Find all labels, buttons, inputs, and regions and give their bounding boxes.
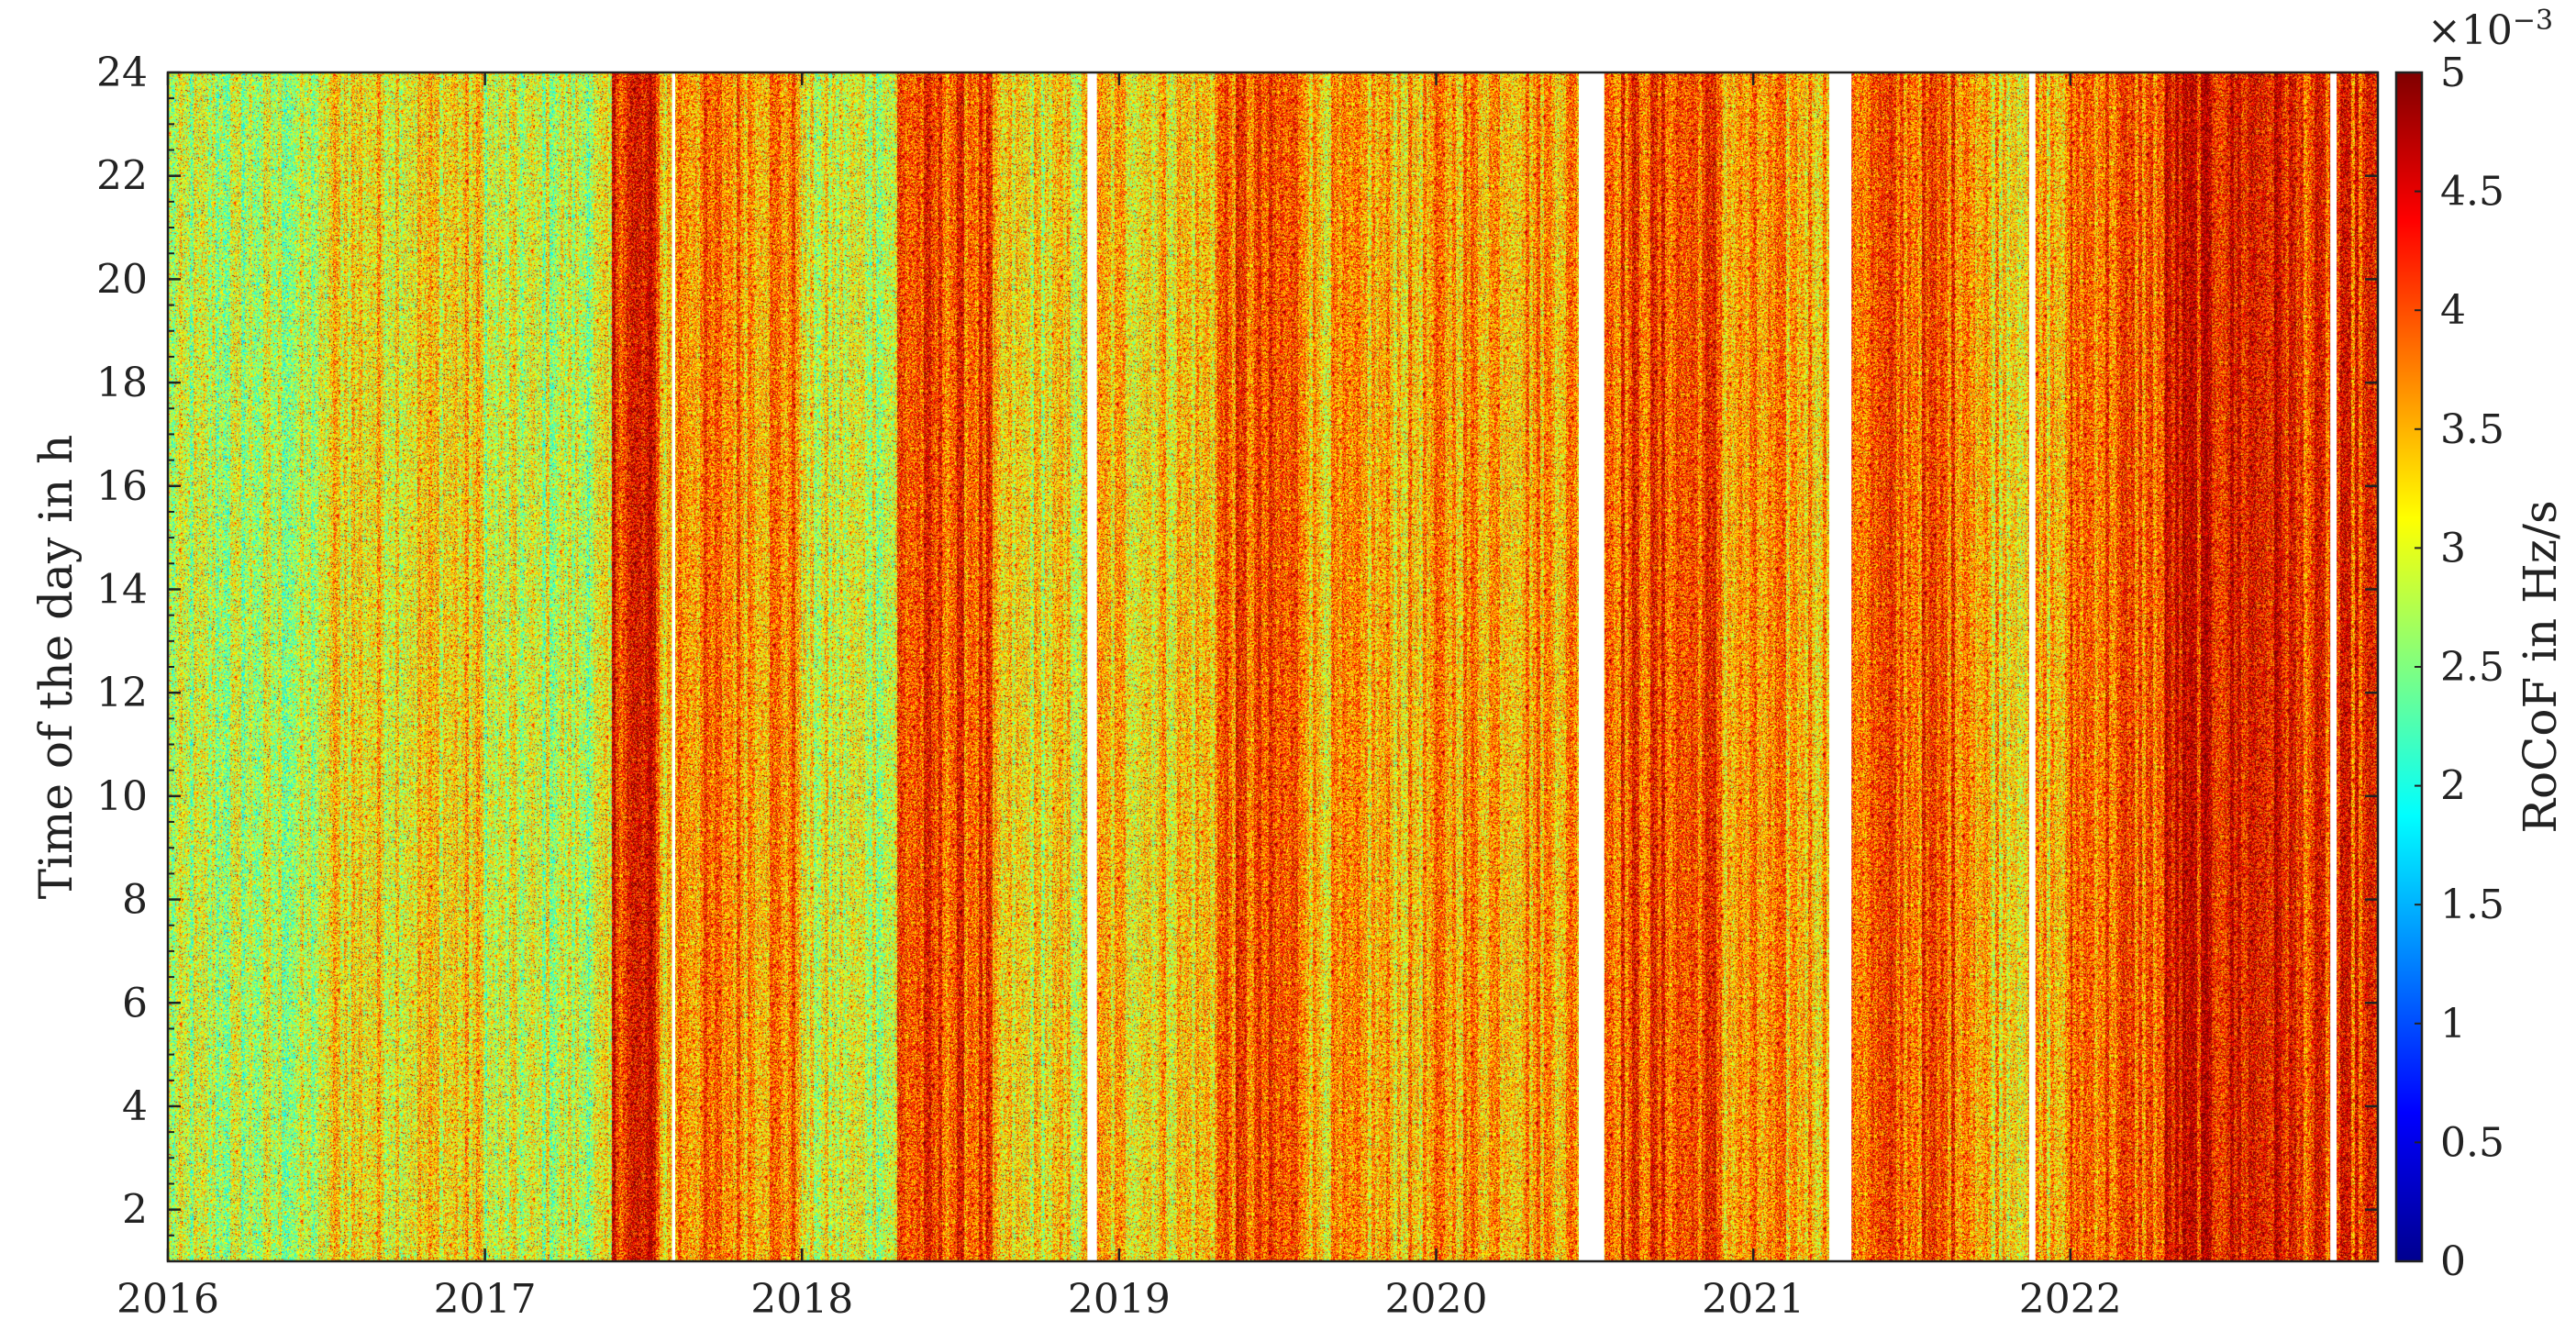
y-tick-label: 2 bbox=[122, 1187, 148, 1234]
x-tick-label: 2022 bbox=[2019, 1276, 2122, 1323]
y-tick-label: 20 bbox=[96, 256, 148, 303]
colorbar-tick-label: 0 bbox=[2440, 1238, 2466, 1285]
x-tick-label: 2017 bbox=[434, 1276, 537, 1323]
data-gaps bbox=[672, 72, 2337, 1261]
y-tick-label: 8 bbox=[122, 877, 148, 924]
y-tick-label: 16 bbox=[96, 463, 148, 510]
x-tick-label: 2016 bbox=[117, 1276, 219, 1323]
colorbar-ticks: 0 0.5 1 1.5 2 2.5 3 3.5 4 4.5 5 bbox=[2415, 50, 2504, 1285]
x-tick-label: 2021 bbox=[1702, 1276, 1804, 1323]
y-tick-label: 12 bbox=[96, 670, 148, 716]
data-gap bbox=[672, 72, 675, 1261]
colorbar: 0 0.5 1 1.5 2 2.5 3 3.5 4 4.5 5 ×10−3 RoCoF in Hz/… bbox=[2394, 5, 2567, 1285]
x-tick-label: 2018 bbox=[750, 1276, 853, 1323]
colorbar-title: RoCoF in Hz/s bbox=[2514, 500, 2567, 833]
heatmap-image bbox=[168, 72, 2378, 1261]
x-axis: 2016 2017 2018 2019 2020 2021 2022 bbox=[117, 72, 2122, 1323]
data-gap bbox=[1579, 72, 1604, 1261]
plot-area bbox=[168, 72, 2378, 1261]
data-gap bbox=[1087, 72, 1097, 1261]
colorbar-tick-label: 3.5 bbox=[2440, 406, 2504, 453]
y-tick-label: 4 bbox=[122, 1083, 148, 1130]
colorbar-tick-label: 3 bbox=[2440, 525, 2466, 571]
y-tick-label: 24 bbox=[96, 50, 148, 96]
y-tick-label: 6 bbox=[122, 980, 148, 1026]
colorbar-tick-label: 2.5 bbox=[2440, 644, 2504, 691]
y-tick-label: 14 bbox=[96, 566, 148, 613]
colorbar-tick-label: 2 bbox=[2440, 763, 2466, 810]
colorbar-exponent: ×10−3 bbox=[2427, 5, 2553, 54]
y-tick-label: 22 bbox=[96, 153, 148, 200]
colorbar-tick-label: 4 bbox=[2440, 287, 2466, 334]
colorbar-tick-label: 1.5 bbox=[2440, 882, 2504, 928]
y-tick-label: 10 bbox=[96, 773, 148, 820]
data-gap bbox=[2330, 72, 2337, 1261]
x-tick-label: 2019 bbox=[1068, 1276, 1171, 1323]
y-tick-label: 18 bbox=[96, 360, 148, 406]
colorbar-tick-label: 0.5 bbox=[2440, 1119, 2504, 1166]
x-tick-label: 2020 bbox=[1385, 1276, 1488, 1323]
colorbar-tick-label: 1 bbox=[2440, 1001, 2466, 1048]
data-gap bbox=[1829, 72, 1852, 1261]
colorbar-tick-label: 5 bbox=[2440, 50, 2466, 96]
y-axis-title: Time of the day in h bbox=[29, 435, 83, 900]
data-gap bbox=[2028, 72, 2036, 1261]
colorbar-tick-label: 4.5 bbox=[2440, 169, 2504, 216]
